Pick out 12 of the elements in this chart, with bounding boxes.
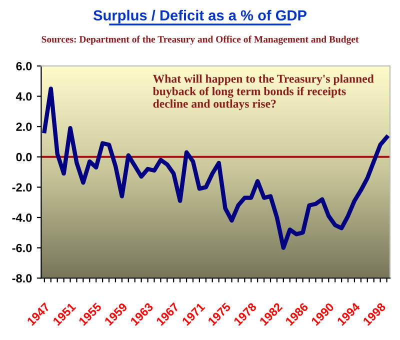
chart-subtitle: Sources: Department of the Treasury and Office of Management and Budget (42, 36, 359, 45)
line-series (42, 86, 389, 250)
y-tick-label: -8.0 (12, 274, 32, 283)
chart-title: Surplus / Deficit as a % of GDP (93, 10, 306, 24)
y-tick-label: 6.0 (16, 62, 32, 70)
y-tick-label: -6.0 (12, 244, 32, 252)
y-tick-label: -2.0 (12, 183, 32, 192)
y-tick-label: 2.0 (16, 122, 32, 131)
annotation: What will happen to the Treasury's planned buyback of long term bonds if receipts decline and outlays rise? (152, 74, 374, 110)
y-tick-label: -4.0 (12, 214, 32, 222)
y-tick-label: 0.0 (16, 152, 32, 162)
y-tick-label: 4.0 (16, 92, 32, 101)
